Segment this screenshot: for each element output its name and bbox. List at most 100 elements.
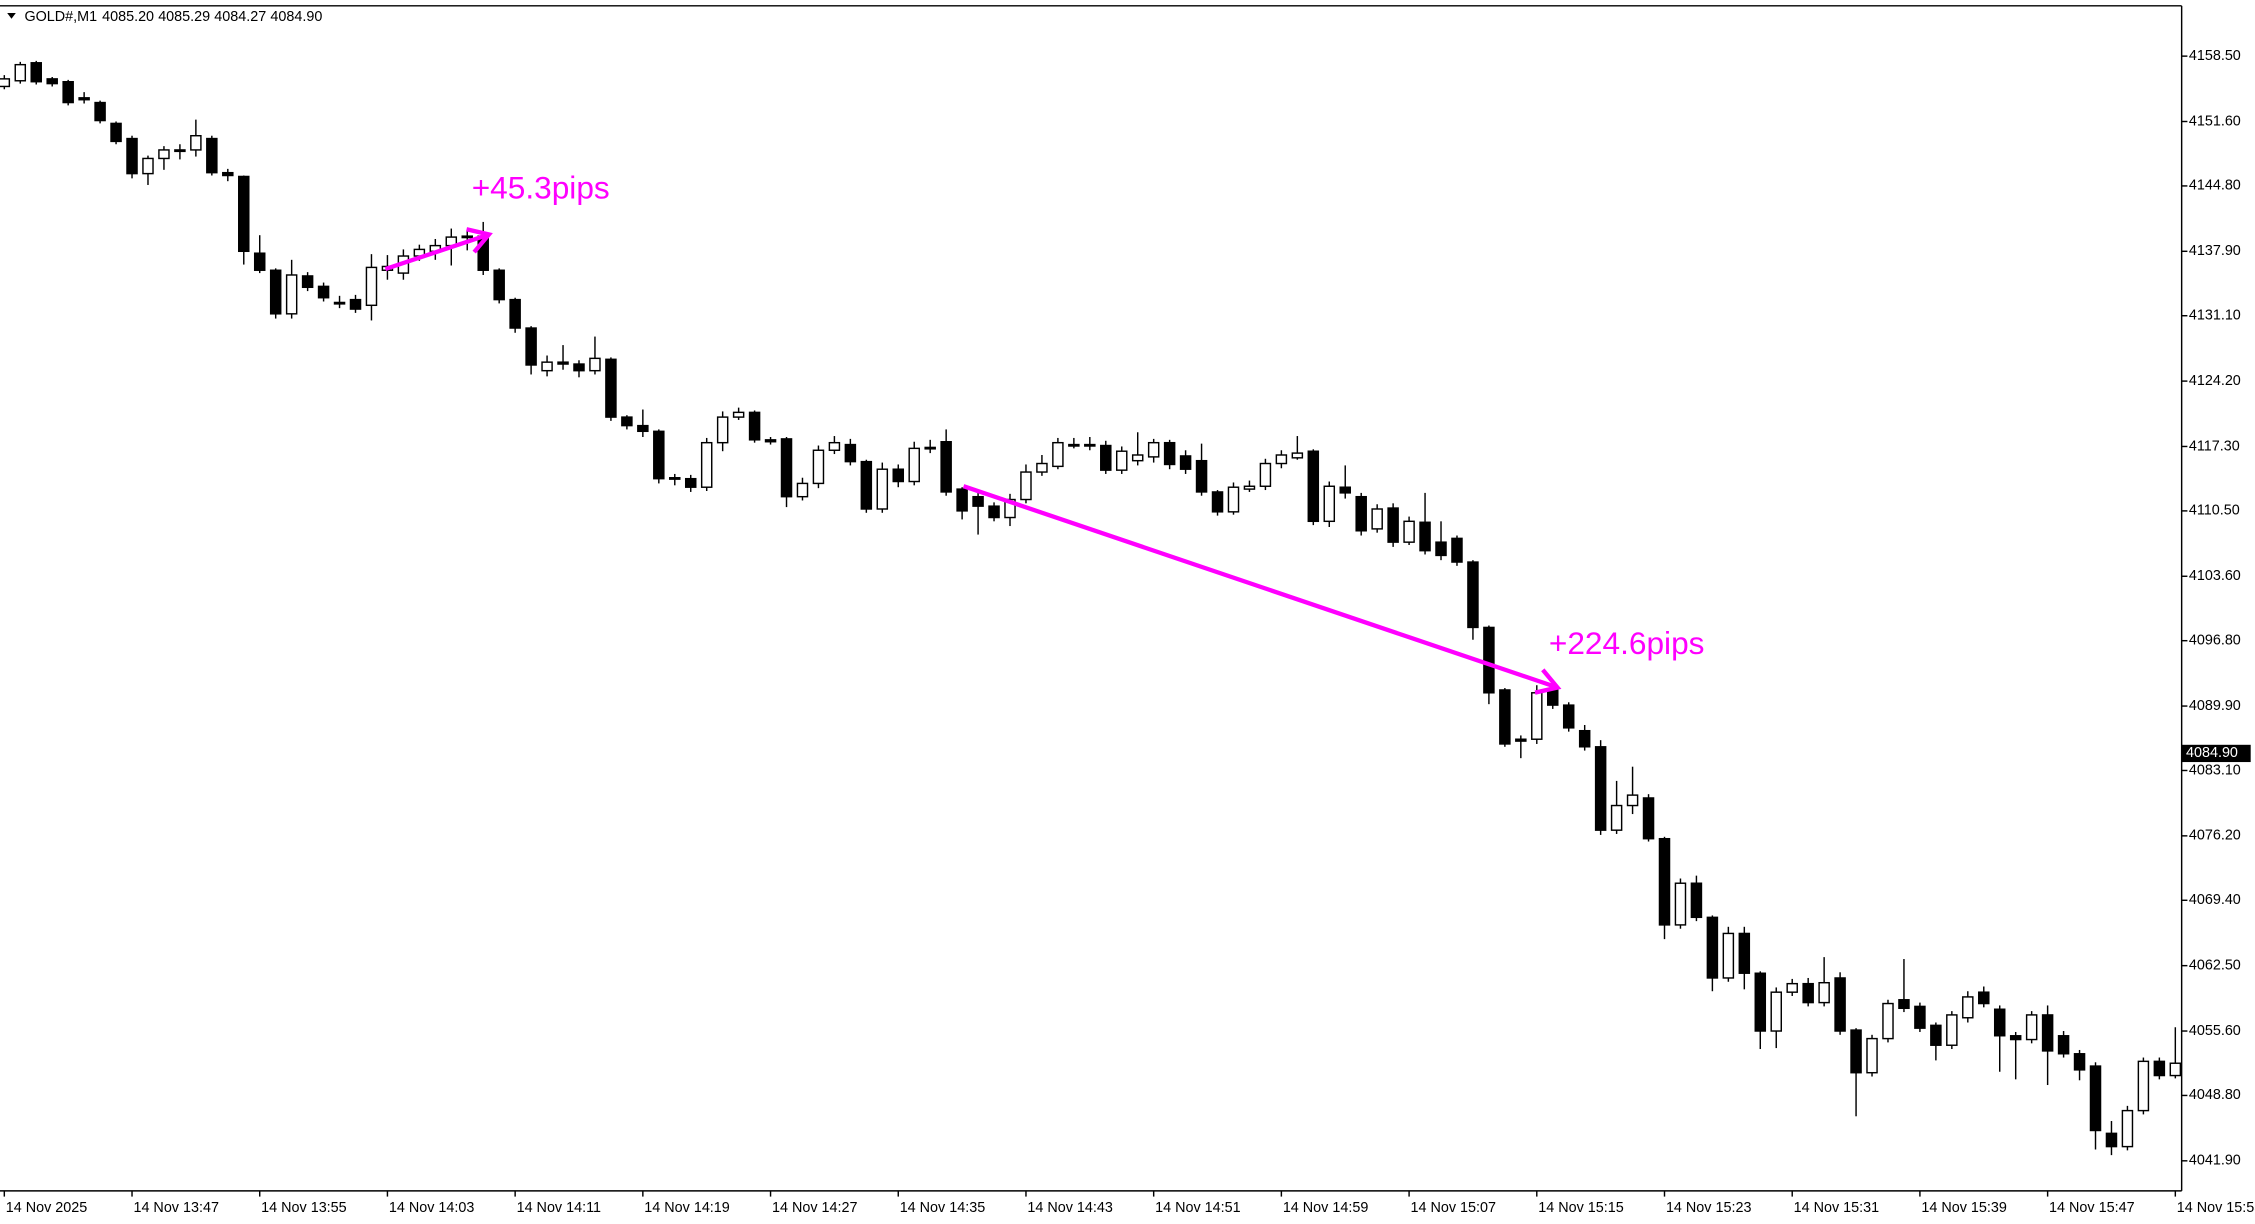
- candle-body-up: [1227, 486, 1240, 513]
- candle-body-up: [2025, 1014, 2038, 1041]
- quote-high: 4085.29: [158, 9, 210, 25]
- candle-body-down: [956, 488, 968, 512]
- candle-body-down: [1179, 455, 1192, 470]
- y-tick-label: 4041.90: [2189, 1153, 2241, 1169]
- x-tick-label: 14 Nov 14:03: [389, 1200, 475, 1216]
- candle-body-down: [78, 97, 90, 101]
- quote-close: 4084.90: [270, 9, 322, 25]
- candle-body-up: [589, 357, 601, 372]
- candle-body-up: [796, 482, 809, 498]
- candle-body-down: [1578, 729, 1591, 748]
- candle-body-down: [94, 101, 106, 122]
- menu-triangle[interactable]: [7, 13, 16, 19]
- candle-body-down: [573, 363, 585, 372]
- candle-body-up: [812, 449, 825, 485]
- candle-body-down: [1594, 746, 1607, 831]
- candle-body-up: [2121, 1109, 2134, 1148]
- candle-body-down: [2057, 1035, 2070, 1055]
- candle-body-down: [333, 301, 346, 305]
- candle-body-down: [1562, 704, 1575, 729]
- candle-body-down: [860, 460, 873, 510]
- candle-body-down: [1738, 932, 1751, 974]
- y-tick-label: 4117.30: [2189, 438, 2240, 454]
- candle-body-up: [732, 411, 745, 418]
- plot-area: [0, 60, 2182, 1156]
- candle-body-down: [206, 137, 218, 174]
- annotation-label: +45.3pips: [472, 169, 610, 205]
- candle-body-down: [509, 298, 521, 329]
- candle-body-down: [1690, 882, 1703, 919]
- candle-body-up: [1004, 498, 1016, 519]
- candle-body-down: [748, 411, 761, 441]
- candle-body-down: [1307, 450, 1320, 523]
- current-price-label: 4084.90: [2186, 745, 2238, 761]
- candle-body-up: [1243, 485, 1256, 490]
- x-tick-label: 14 Nov 14:27: [772, 1200, 858, 1216]
- x-tick-label: 14 Nov 15:39: [1921, 1200, 2007, 1216]
- candle-body-down: [2041, 1014, 2054, 1052]
- candle-body-down: [1802, 982, 1814, 1004]
- candle-body-up: [2137, 1060, 2150, 1112]
- candle-body-down: [269, 269, 282, 315]
- candle-body-up: [1131, 454, 1144, 462]
- candle-body-down: [2153, 1060, 2166, 1077]
- candle-body-down: [1642, 797, 1655, 840]
- candle-body-down: [1483, 626, 1495, 694]
- candle-body-down: [46, 78, 58, 85]
- candle-body-down: [1211, 491, 1224, 513]
- candle-body-down: [1993, 1008, 2006, 1037]
- candle-body-down: [2105, 1132, 2118, 1148]
- x-tick-label: 14 Nov 15:07: [1411, 1200, 1497, 1216]
- candle-body-down: [1084, 443, 1096, 447]
- x-tick-label: 14 Nov 14:19: [644, 1200, 730, 1216]
- y-tick-label: 4131.10: [2189, 308, 2241, 324]
- x-tick-label: 14 Nov 14:11: [517, 1200, 601, 1216]
- candle-body-up: [14, 63, 27, 82]
- candle-body-down: [1547, 689, 1559, 706]
- candle-body-down: [62, 80, 74, 104]
- candle-body-down: [1451, 537, 1463, 563]
- candle-body-down: [2073, 1053, 2086, 1071]
- candle-body-down: [525, 327, 537, 366]
- candle-body-down: [621, 416, 633, 427]
- candle-body-down: [637, 424, 649, 433]
- candle-body-up: [1068, 443, 1080, 447]
- candle-body-down: [844, 443, 857, 463]
- candle-body-down: [301, 275, 314, 289]
- candle-body-down: [1930, 1024, 1942, 1046]
- candle-body-down: [1978, 991, 1990, 1005]
- candle-body-up: [1531, 692, 1543, 740]
- candle-body-up: [1052, 441, 1064, 468]
- candle-body-down: [764, 439, 777, 443]
- annotation-arrow: [384, 232, 490, 272]
- annotation-arrow: [962, 484, 1559, 690]
- candle-body-down: [1499, 689, 1511, 745]
- x-tick-label: 14 Nov 13:47: [133, 1200, 219, 1216]
- candle-body-up: [1147, 441, 1160, 458]
- y-tick-label: 4144.80: [2189, 178, 2241, 194]
- candle-body-up: [190, 134, 202, 151]
- candle-body-down: [1355, 495, 1367, 532]
- x-tick-label: 14 Nov 15:47: [2049, 1200, 2135, 1216]
- annotation-arrowhead: [466, 227, 493, 254]
- candle-body-down: [1435, 541, 1447, 557]
- candle-body-up: [541, 361, 553, 372]
- symbol: GOLD#,M1: [24, 9, 97, 25]
- candle-body-up: [1291, 452, 1304, 459]
- x-tick-label: 14 Nov 2025: [6, 1200, 88, 1216]
- candle-body-up: [700, 441, 713, 488]
- y-tick-label: 4124.20: [2189, 373, 2241, 389]
- x-tick-label: 14 Nov 15:23: [1666, 1200, 1752, 1216]
- candle-body-down: [493, 269, 505, 301]
- x-tick-label: 14 Nov 15:31: [1794, 1200, 1880, 1216]
- y-tick-label: 4151.60: [2189, 113, 2241, 129]
- candle-body-down: [972, 495, 984, 507]
- candle-body-down: [1195, 459, 1208, 493]
- candle-body-down: [1419, 521, 1431, 552]
- y-tick-label: 4089.90: [2189, 698, 2241, 714]
- y-tick-label: 4096.80: [2189, 632, 2241, 648]
- x-tick-label: 14 Nov 14:35: [900, 1200, 986, 1216]
